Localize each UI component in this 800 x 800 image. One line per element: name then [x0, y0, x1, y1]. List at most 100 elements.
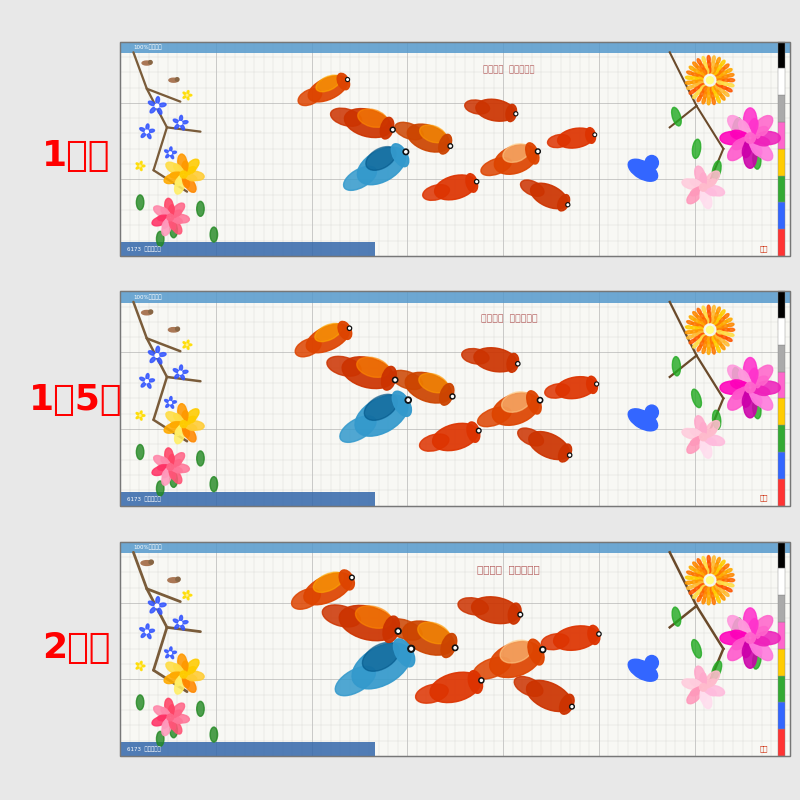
Ellipse shape	[704, 688, 709, 693]
Ellipse shape	[686, 586, 694, 590]
Ellipse shape	[716, 97, 720, 103]
Ellipse shape	[175, 676, 183, 686]
Ellipse shape	[700, 189, 704, 194]
Ellipse shape	[166, 412, 181, 423]
Ellipse shape	[154, 206, 167, 217]
Ellipse shape	[166, 218, 170, 222]
Bar	[778, 345, 785, 371]
Ellipse shape	[405, 397, 411, 403]
Ellipse shape	[169, 454, 174, 465]
Ellipse shape	[756, 381, 780, 394]
Ellipse shape	[728, 641, 747, 661]
Ellipse shape	[733, 138, 747, 150]
Ellipse shape	[136, 413, 139, 415]
Ellipse shape	[699, 184, 707, 191]
Ellipse shape	[720, 381, 745, 394]
Ellipse shape	[715, 321, 721, 326]
Ellipse shape	[418, 622, 450, 644]
Ellipse shape	[140, 628, 146, 631]
Ellipse shape	[721, 586, 727, 590]
Text: 100%精准印范: 100%精准印范	[134, 294, 162, 300]
Ellipse shape	[690, 688, 701, 696]
Ellipse shape	[720, 594, 725, 600]
Ellipse shape	[704, 188, 709, 193]
Ellipse shape	[704, 438, 709, 442]
Ellipse shape	[157, 731, 164, 746]
Ellipse shape	[717, 90, 722, 96]
Ellipse shape	[167, 464, 174, 470]
Bar	[778, 95, 785, 122]
Ellipse shape	[397, 630, 399, 632]
Ellipse shape	[697, 74, 703, 78]
Ellipse shape	[753, 150, 761, 169]
Ellipse shape	[727, 574, 734, 577]
Ellipse shape	[186, 344, 188, 346]
Ellipse shape	[170, 154, 174, 158]
Ellipse shape	[694, 318, 700, 323]
Ellipse shape	[722, 578, 730, 582]
Ellipse shape	[481, 158, 511, 175]
Ellipse shape	[700, 570, 706, 575]
Ellipse shape	[141, 633, 146, 638]
Ellipse shape	[474, 179, 478, 184]
Ellipse shape	[702, 346, 706, 354]
Ellipse shape	[180, 168, 184, 174]
Ellipse shape	[161, 707, 169, 716]
Ellipse shape	[722, 582, 729, 586]
Ellipse shape	[154, 455, 167, 466]
Ellipse shape	[170, 711, 174, 716]
Ellipse shape	[744, 639, 750, 647]
Ellipse shape	[185, 175, 190, 179]
Ellipse shape	[753, 626, 768, 638]
Ellipse shape	[170, 404, 174, 408]
Ellipse shape	[593, 133, 597, 137]
Ellipse shape	[146, 374, 149, 379]
Ellipse shape	[174, 164, 182, 173]
Ellipse shape	[559, 694, 574, 714]
Ellipse shape	[722, 332, 729, 335]
Ellipse shape	[702, 86, 707, 93]
Ellipse shape	[355, 606, 391, 628]
Ellipse shape	[717, 328, 724, 331]
Ellipse shape	[136, 695, 144, 710]
Ellipse shape	[689, 566, 695, 571]
Ellipse shape	[743, 108, 757, 133]
Bar	[778, 426, 785, 452]
Ellipse shape	[407, 124, 450, 152]
Ellipse shape	[696, 327, 703, 330]
Ellipse shape	[183, 168, 187, 174]
Ellipse shape	[697, 595, 702, 602]
Ellipse shape	[692, 84, 698, 87]
Ellipse shape	[708, 87, 711, 94]
Ellipse shape	[174, 374, 179, 378]
Ellipse shape	[347, 78, 348, 80]
Ellipse shape	[742, 382, 749, 387]
Ellipse shape	[315, 323, 342, 342]
Ellipse shape	[717, 578, 724, 582]
Ellipse shape	[507, 354, 518, 372]
Ellipse shape	[696, 578, 703, 581]
Ellipse shape	[178, 175, 183, 179]
Ellipse shape	[515, 113, 517, 114]
Ellipse shape	[170, 472, 178, 487]
Ellipse shape	[165, 150, 169, 153]
Ellipse shape	[696, 338, 702, 344]
Ellipse shape	[516, 362, 520, 366]
Ellipse shape	[165, 698, 174, 714]
Ellipse shape	[712, 317, 716, 323]
Ellipse shape	[186, 659, 199, 673]
Ellipse shape	[152, 217, 167, 226]
Ellipse shape	[170, 397, 172, 402]
Ellipse shape	[165, 448, 174, 463]
Ellipse shape	[166, 403, 170, 407]
Ellipse shape	[743, 358, 757, 382]
Ellipse shape	[140, 662, 142, 665]
Ellipse shape	[180, 418, 184, 423]
Bar	[120, 542, 790, 756]
Ellipse shape	[149, 560, 154, 564]
Ellipse shape	[717, 330, 724, 334]
Ellipse shape	[358, 147, 406, 185]
Ellipse shape	[494, 145, 537, 174]
Ellipse shape	[168, 578, 179, 582]
Ellipse shape	[702, 557, 706, 563]
